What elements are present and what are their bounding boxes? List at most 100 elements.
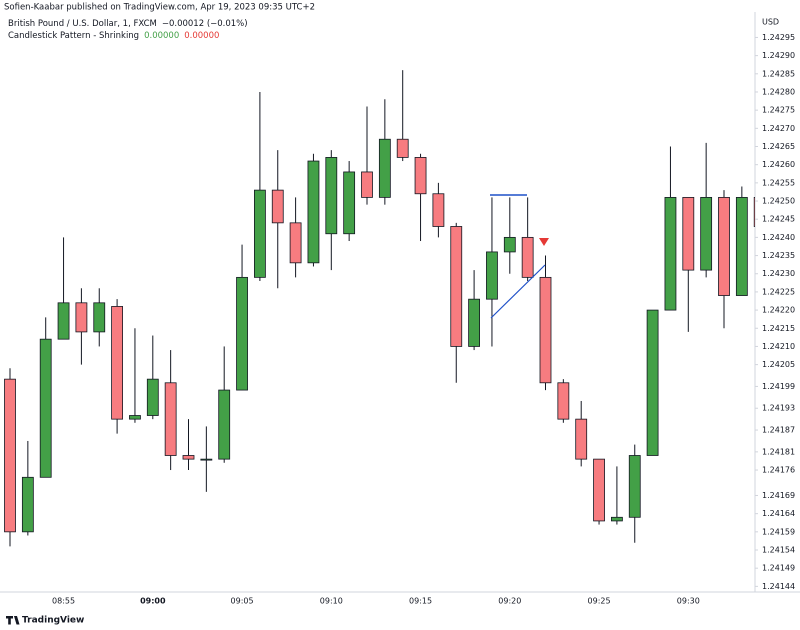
candle-body — [253, 189, 266, 278]
candle-body — [575, 418, 588, 460]
candle-body — [378, 138, 391, 198]
y-tick-label: 1.24181 — [762, 447, 795, 456]
candle-body — [236, 276, 248, 391]
candle-body — [718, 196, 730, 296]
y-tick-label: 1.24255 — [762, 178, 795, 187]
y-tick-label: 1.24265 — [762, 142, 795, 151]
y-tick-label: 1.24205 — [762, 360, 795, 369]
candle-body — [361, 171, 373, 198]
candle-body — [343, 171, 356, 235]
footer-bar — [0, 610, 800, 630]
y-tick-label: 1.24235 — [762, 251, 795, 260]
y-axis-label: USD — [762, 18, 779, 27]
x-tick-label: 08:55 — [52, 597, 75, 606]
candle-body — [146, 378, 159, 416]
y-tick-label: 1.24270 — [762, 124, 795, 133]
y-tick-label: 1.24169 — [762, 491, 795, 500]
footer-text: TradingView — [22, 616, 84, 626]
plot-area — [4, 70, 755, 547]
symbol: British Pound / U.S. Dollar, 1, FXCM — [8, 19, 157, 29]
candle-body — [307, 160, 320, 264]
pattern-drawings — [490, 194, 549, 319]
candle-body — [611, 516, 623, 522]
candle-body — [182, 455, 195, 460]
x-tick-label: 09:00 — [140, 597, 166, 606]
y-tick-label: 1.24210 — [762, 342, 795, 351]
y-tick-label: 1.24290 — [762, 51, 795, 60]
y-tick-label: 1.24164 — [762, 509, 795, 518]
footer-logo — [6, 616, 20, 625]
y-tick-label: 1.24220 — [762, 306, 795, 315]
x-tick-label: 09:10 — [320, 597, 343, 606]
y-tick-label: 1.24149 — [762, 564, 795, 573]
y-tick-label: 1.24225 — [762, 287, 795, 296]
logo-icon — [6, 616, 20, 625]
candle-body — [646, 309, 659, 456]
y-tick-label: 1.24260 — [762, 160, 795, 169]
candle-body — [468, 298, 481, 347]
candle-body — [628, 455, 641, 518]
y-tick-label: 1.24215 — [762, 324, 795, 333]
y-tick-label: 1.24193 — [762, 404, 795, 413]
y-tick-label: 1.24154 — [762, 546, 795, 555]
candle-body — [271, 189, 284, 224]
candle-body — [218, 389, 231, 460]
candle-body — [200, 458, 213, 461]
candle-body — [521, 236, 534, 278]
x-tick-label: 09:05 — [231, 597, 254, 606]
y-tick-label: 1.24250 — [762, 197, 795, 206]
candle-body — [503, 236, 516, 253]
candle-body — [735, 196, 748, 296]
candle-body — [682, 196, 695, 271]
candle-body — [539, 276, 552, 384]
candle-body — [289, 222, 302, 264]
indicator-name: Candlestick Pattern - Shrinking — [8, 31, 139, 41]
candle-body — [39, 338, 52, 478]
indicator-value: 0.00000 — [144, 31, 179, 41]
y-tick-label: 1.24230 — [762, 269, 795, 278]
candle-body — [414, 157, 427, 195]
y-tick-label: 1.24176 — [762, 466, 795, 475]
candle-body — [593, 458, 605, 522]
change: −0.00012 (−0.01%) — [162, 19, 248, 29]
y-tick-label: 1.24280 — [762, 87, 795, 96]
y-tick-label: 1.24159 — [762, 527, 795, 536]
candle-body — [664, 196, 677, 311]
candle-body — [325, 157, 338, 235]
y-tick-label: 1.24199 — [762, 382, 795, 391]
header: Sofien-Kaabar published on TradingView.c… — [4, 3, 315, 13]
candle-body — [450, 226, 463, 347]
candle-body — [75, 302, 88, 333]
y-tick-label: 1.24285 — [762, 69, 795, 78]
chart-title: British Pound / U.S. Dollar, 1, FXCM −0.0… — [8, 19, 248, 29]
x-tick-label: 09:20 — [498, 597, 521, 606]
candle-body — [93, 302, 106, 333]
candle-body — [57, 302, 70, 340]
candle-body — [557, 382, 570, 420]
y-tick-label: 1.24295 — [762, 33, 795, 42]
y-tick-label: 1.24144 — [762, 582, 795, 591]
candle-body — [164, 382, 177, 456]
candle-body — [753, 196, 755, 227]
candle-body — [129, 415, 141, 420]
candle-body — [396, 138, 409, 158]
candle-body — [486, 251, 498, 300]
y-tick-label: 1.24240 — [762, 233, 795, 242]
x-tick-label: 09:15 — [409, 597, 432, 606]
x-tick-label: 09:30 — [677, 597, 700, 606]
candle-body — [111, 306, 123, 420]
indicator-legend: Candlestick Pattern - Shrinking 0.00000 0.… — [8, 31, 219, 41]
candle-body — [700, 196, 713, 271]
candle-body — [21, 476, 34, 533]
indicator-value: 0.00000 — [184, 31, 219, 41]
signal-marker — [539, 238, 549, 246]
y-tick-label: 1.24275 — [762, 106, 795, 115]
candle-body — [4, 378, 16, 533]
y-tick-label: 1.24245 — [762, 215, 795, 224]
y-tick-label: 1.24187 — [762, 426, 795, 435]
candle-body — [432, 193, 445, 227]
x-tick-label: 09:25 — [588, 597, 611, 606]
